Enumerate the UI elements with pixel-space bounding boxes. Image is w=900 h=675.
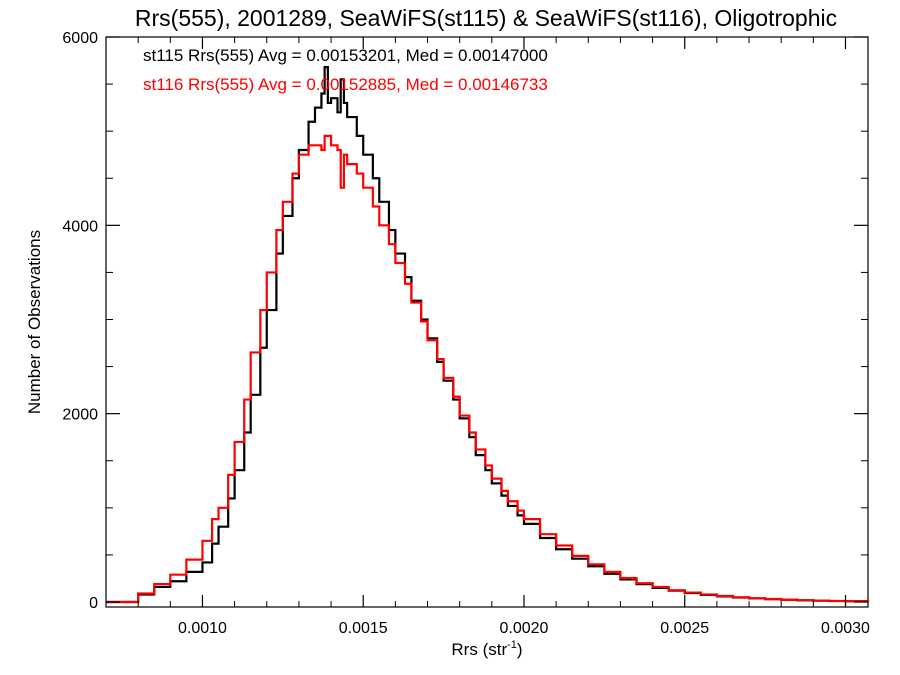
y-tick-label: 2000 [62,407,98,424]
axis-layer: 0.0010 0.0015 0.0020 0.0025 0.0030 0 2000 4000 6… [62,30,870,637]
chart-title: Rrs(555), 2001289, SeaWiFS(st115) & SeaW… [135,5,837,31]
series-layer [106,66,870,604]
x-tick-label: 0.0020 [500,620,549,637]
x-tick-label: 0.0025 [660,620,709,637]
legend-entry-st116: st116 Rrs(555) Avg = 0.00152885, Med = 0… [143,75,548,94]
y-tick-label: 0 [89,595,98,612]
x-tick-label: 0.0030 [821,620,870,637]
series-line-st115 [106,66,870,604]
y-tick-label: 4000 [62,218,98,235]
series-line-st116 [106,134,870,604]
x-axis-label-superscript: -1 [507,639,517,651]
legend: st115 Rrs(555) Avg = 0.00153201, Med = 0… [143,46,548,94]
x-axis-label: Rrs (str-1) [451,639,522,659]
y-tick-label: 6000 [62,30,98,47]
x-tick-label: 0.0015 [339,620,388,637]
x-axis-label-main: Rrs (str [451,640,507,659]
plot-frame [105,36,869,608]
x-axis-label-close: ) [517,640,523,659]
legend-entry-st115: st115 Rrs(555) Avg = 0.00153201, Med = 0… [143,46,548,65]
plot-area [105,36,869,608]
x-tick-label: 0.0010 [178,620,227,637]
y-axis-label: Number of Observations [25,230,44,414]
